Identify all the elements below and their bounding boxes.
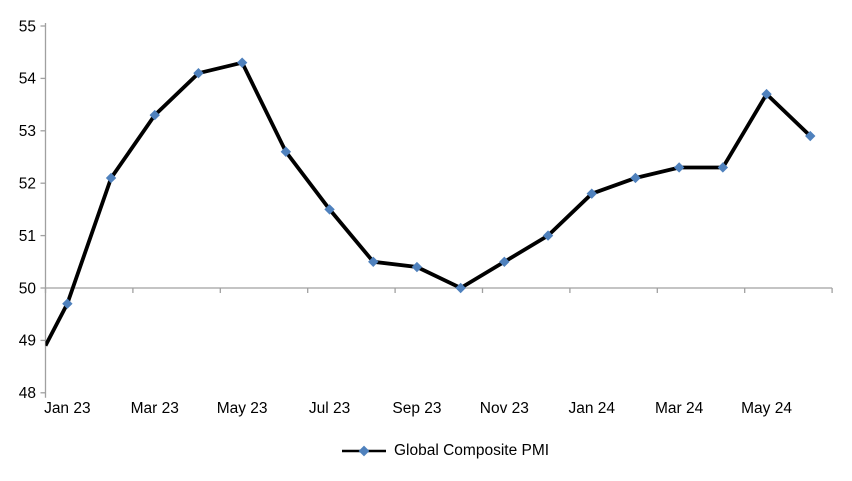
y-tick-label: 50 bbox=[19, 280, 37, 297]
x-axis-label: Sep 23 bbox=[392, 400, 441, 417]
y-tick-label: 54 bbox=[19, 71, 37, 88]
data-point-marker bbox=[673, 162, 685, 173]
data-point-marker bbox=[280, 146, 292, 157]
data-point-marker bbox=[761, 88, 772, 100]
y-tick-label: 55 bbox=[19, 18, 36, 35]
data-point-marker bbox=[630, 172, 641, 184]
data-point-marker bbox=[324, 204, 335, 215]
y-tick-label: 51 bbox=[19, 228, 36, 245]
chart-legend: Global Composite PMI bbox=[341, 442, 549, 460]
y-tick-label: 53 bbox=[19, 123, 36, 140]
data-point-marker bbox=[105, 172, 117, 184]
y-tick-label: 52 bbox=[19, 176, 36, 193]
legend-label: Global Composite PMI bbox=[394, 442, 550, 459]
data-point-marker bbox=[805, 130, 816, 142]
data-point-marker bbox=[193, 67, 204, 79]
x-axis-label: Nov 23 bbox=[480, 400, 529, 417]
x-axis-label: Mar 24 bbox=[655, 400, 704, 417]
x-axis-label: Jan 24 bbox=[568, 400, 615, 417]
data-point-marker bbox=[411, 261, 423, 273]
data-point-marker bbox=[499, 256, 510, 267]
legend-line-marker-icon bbox=[342, 445, 386, 457]
pmi-series-line bbox=[45, 60, 812, 347]
data-point-marker bbox=[236, 57, 248, 68]
data-point-marker bbox=[717, 162, 729, 173]
x-axis-label: May 24 bbox=[741, 400, 792, 417]
data-point-marker bbox=[455, 282, 466, 294]
data-point-marker bbox=[368, 256, 379, 267]
y-tick-label: 48 bbox=[19, 385, 36, 402]
x-axis-label: May 23 bbox=[217, 400, 268, 417]
x-axis-label: Jul 23 bbox=[309, 400, 350, 417]
data-point-marker bbox=[542, 230, 554, 241]
data-point-marker bbox=[62, 298, 73, 309]
x-axis-label: Jan 23 bbox=[44, 400, 91, 417]
y-tick-label: 49 bbox=[19, 333, 36, 350]
data-point-marker bbox=[149, 109, 160, 121]
x-axis-label: Mar 23 bbox=[131, 400, 179, 417]
data-point-marker bbox=[586, 188, 597, 199]
